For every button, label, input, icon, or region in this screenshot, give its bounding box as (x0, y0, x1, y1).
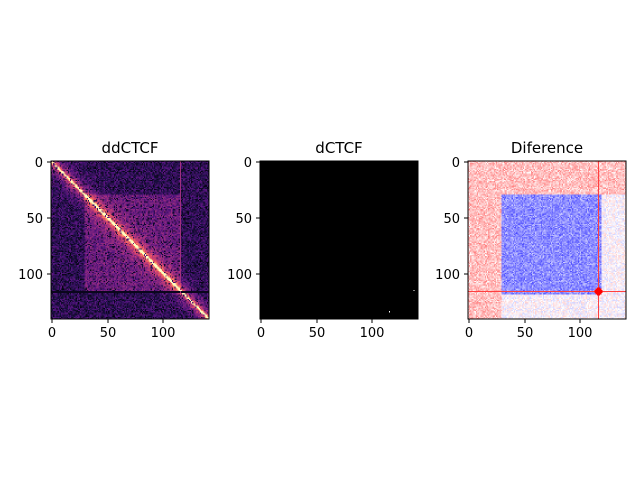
panel-ddctcf: ddCTCF 0 50 100 0 50 100 (18, 139, 210, 341)
x-tick-label: 100 (360, 326, 385, 341)
heatmap-image-container (260, 161, 418, 319)
y-tick-label: 50 (26, 212, 43, 227)
y-tick-label: 0 (452, 156, 460, 171)
y-tick-label: 100 (435, 268, 460, 283)
x-ticks: 0 50 100 (257, 319, 385, 341)
y-ticks: 0 50 100 (435, 156, 468, 283)
x-tick-label: 0 (257, 326, 265, 341)
y-tick-label: 100 (227, 268, 252, 283)
axes-frame (259, 160, 419, 320)
x-tick-label: 50 (100, 326, 117, 341)
panel-difference: Diference 0 50 100 0 50 100 (435, 139, 627, 341)
heatmap-image-container (51, 161, 209, 319)
y-tick-label: 0 (244, 156, 252, 171)
panel-title: dCTCF (315, 139, 362, 157)
y-ticks: 0 50 100 (18, 156, 51, 283)
axes-frame (50, 160, 210, 320)
heatmap-image (51, 161, 209, 319)
heatmap-image-container (468, 161, 626, 319)
x-tick-label: 0 (465, 326, 473, 341)
y-tick-label: 50 (443, 212, 460, 227)
heatmap-ddctcf (51, 161, 209, 319)
panel-title: Diference (511, 139, 583, 157)
x-tick-label: 0 (48, 326, 56, 341)
axes-frame (467, 160, 627, 320)
x-tick-label: 100 (568, 326, 593, 341)
x-tick-label: 50 (517, 326, 534, 341)
panel-dctcf: dCTCF 0 50 100 0 50 100 (227, 139, 419, 341)
y-ticks: 0 50 100 (227, 156, 260, 283)
x-tick-label: 100 (151, 326, 176, 341)
x-ticks: 0 50 100 (465, 319, 593, 341)
x-tick-label: 50 (309, 326, 326, 341)
heatmap-image (260, 161, 418, 319)
x-ticks: 0 50 100 (48, 319, 176, 341)
y-tick-label: 50 (235, 212, 252, 227)
panel-title: ddCTCF (102, 139, 159, 157)
y-tick-label: 100 (18, 268, 43, 283)
y-tick-label: 0 (35, 156, 43, 171)
heatmap-image (468, 161, 626, 319)
